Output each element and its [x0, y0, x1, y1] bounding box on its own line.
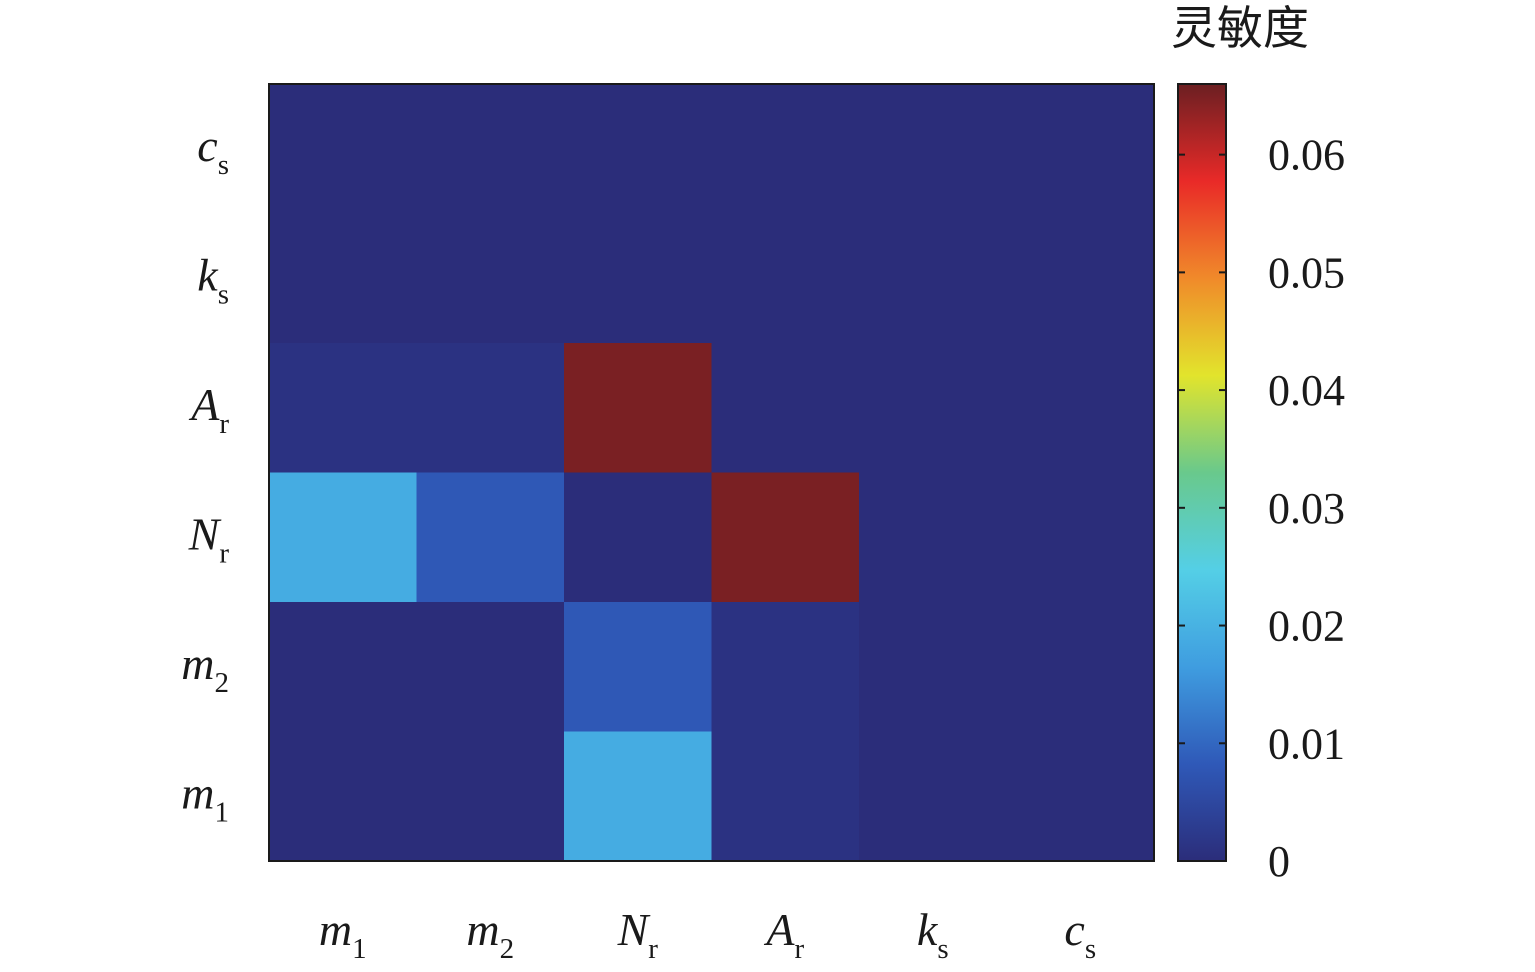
heatmap-cell — [416, 343, 565, 474]
heatmap-cells — [269, 84, 1155, 862]
colorbar-tick-label: 0.01 — [1268, 719, 1345, 768]
heatmap-cell — [269, 213, 418, 344]
heatmap-cell — [711, 731, 860, 862]
axis-tick-label: m1 — [181, 767, 229, 828]
axis-tick-label: Nr — [188, 508, 230, 569]
heatmap-cell — [1006, 343, 1155, 474]
heatmap-cell — [711, 602, 860, 733]
axis-tick-label: cs — [197, 120, 229, 181]
colorbar-tick-label: 0.04 — [1268, 366, 1345, 415]
colorbar-tick-label: 0.02 — [1268, 602, 1345, 651]
heatmap-cell — [859, 472, 1008, 603]
heatmap-cell — [859, 84, 1008, 215]
colorbar-title: 灵敏度 — [1171, 1, 1309, 55]
heatmap-cell — [1006, 731, 1155, 862]
colorbar-tick-label: 0.06 — [1268, 131, 1345, 180]
heatmap-cell — [859, 602, 1008, 733]
heatmap-cell — [1006, 472, 1155, 603]
heatmap-cell — [1006, 602, 1155, 733]
heatmap-cell — [269, 602, 418, 733]
colorbar-tick-label: 0.03 — [1268, 484, 1345, 533]
heatmap-cell — [711, 472, 860, 603]
heatmap-cell — [564, 84, 713, 215]
heatmap-cell — [269, 731, 418, 862]
heatmap-cell — [269, 472, 418, 603]
colorbar-tick-label: 0.05 — [1268, 248, 1345, 297]
axis-tick-label: m1 — [319, 904, 367, 965]
colorbar — [1177, 83, 1227, 862]
heatmap-cell — [564, 602, 713, 733]
heatmap-cell — [1006, 213, 1155, 344]
x-axis-labels: m1 m2 Nr Ar ks cs — [319, 904, 1096, 965]
axis-tick-label: m2 — [181, 638, 229, 699]
axis-tick-label: m2 — [466, 904, 514, 965]
heatmap-cell — [269, 84, 418, 215]
heatmap-cell — [564, 213, 713, 344]
plot-frame — [268, 83, 1155, 862]
heatmap-cell — [416, 213, 565, 344]
heatmap-cell — [859, 731, 1008, 862]
heatmap-cell — [416, 84, 565, 215]
heatmap-cell — [1006, 84, 1155, 215]
axis-tick-label: cs — [1064, 904, 1096, 965]
heatmap-cell — [711, 84, 860, 215]
heatmap-cell — [859, 213, 1008, 344]
heatmap-cell — [269, 343, 418, 474]
axis-tick-label: ks — [197, 249, 229, 310]
colorbar-tick-label: 0 — [1268, 837, 1290, 886]
heatmap-cell — [859, 343, 1008, 474]
axis-tick-label: ks — [917, 904, 949, 965]
axis-tick-label: Nr — [617, 904, 659, 965]
heatmap-cell — [711, 213, 860, 344]
heatmap-cell — [416, 602, 565, 733]
axis-tick-label: Ar — [763, 904, 804, 965]
heatmap-cell — [416, 731, 565, 862]
heatmap-cell — [711, 343, 860, 474]
heatmap-cell — [564, 731, 713, 862]
axis-tick-label: Ar — [188, 379, 229, 440]
y-axis-labels: cs ks Ar Nr m2 m1 — [181, 120, 229, 829]
heatmap-cell — [564, 343, 713, 474]
heatmap-cell — [416, 472, 565, 603]
colorbar-ticks: 0 0.01 0.02 0.03 0.04 0.05 0.06 — [1178, 131, 1345, 886]
heatmap-cell — [564, 472, 713, 603]
